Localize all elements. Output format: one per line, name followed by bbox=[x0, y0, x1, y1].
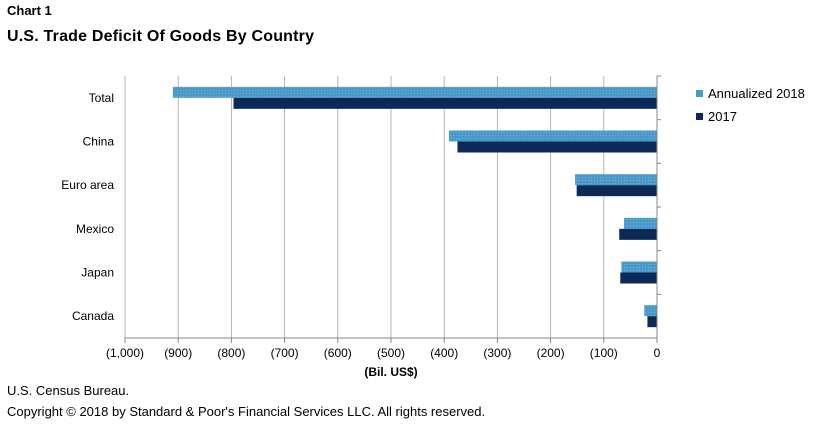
category-label: Canada bbox=[72, 309, 114, 323]
bar-annualized-2018 bbox=[624, 217, 657, 229]
x-tick-label: (600) bbox=[324, 346, 352, 360]
x-tick-label: (1,000) bbox=[106, 346, 144, 360]
bar-2017 bbox=[620, 272, 657, 284]
bar-2017 bbox=[457, 141, 657, 153]
legend-item-annualized-2018: Annualized 2018 bbox=[696, 82, 805, 105]
legend-label-annualized-2018: Annualized 2018 bbox=[708, 86, 805, 101]
x-tick-label: (100) bbox=[590, 346, 618, 360]
legend-swatch-2017 bbox=[696, 113, 703, 120]
x-tick-label: (200) bbox=[537, 346, 565, 360]
x-tick-label: (400) bbox=[430, 346, 458, 360]
copyright-note: Copyright © 2018 by Standard & Poor's Fi… bbox=[7, 404, 486, 419]
legend-item-2017: 2017 bbox=[696, 105, 805, 128]
x-tick-label: (300) bbox=[483, 346, 511, 360]
bar-2017 bbox=[233, 97, 657, 109]
bar-annualized-2018 bbox=[172, 86, 657, 98]
x-tick-label: (700) bbox=[271, 346, 299, 360]
x-tick-label: (900) bbox=[164, 346, 192, 360]
x-tick-label: (800) bbox=[217, 346, 245, 360]
bar-2017 bbox=[619, 228, 657, 240]
category-label: Japan bbox=[81, 266, 114, 280]
bar-annualized-2018 bbox=[575, 174, 657, 186]
source-note: U.S. Census Bureau. bbox=[7, 383, 130, 398]
bar-2017 bbox=[576, 185, 657, 197]
category-label: Total bbox=[89, 91, 114, 105]
x-tick-label: (500) bbox=[377, 346, 405, 360]
x-tick-label: 0 bbox=[654, 346, 661, 360]
bar-2017 bbox=[647, 316, 657, 328]
legend-swatch-annualized-2018 bbox=[696, 90, 703, 97]
x-axis-label: (Bil. US$) bbox=[364, 365, 417, 379]
category-label: Euro area bbox=[61, 178, 114, 192]
legend-label-2017: 2017 bbox=[708, 109, 737, 124]
bar-annualized-2018 bbox=[448, 130, 657, 142]
chart-legend: Annualized 2018 2017 bbox=[696, 82, 805, 128]
bar-annualized-2018 bbox=[644, 305, 657, 317]
bar-annualized-2018 bbox=[621, 261, 657, 273]
category-label: China bbox=[83, 135, 115, 149]
bar-chart: (1,000) (900) (800) (700) (600) (500) (400) (30… bbox=[61, 75, 661, 379]
chart-title: U.S. Trade Deficit Of Goods By Country bbox=[7, 28, 315, 45]
category-label: Mexico bbox=[76, 222, 114, 236]
chart-label: Chart 1 bbox=[7, 3, 52, 18]
